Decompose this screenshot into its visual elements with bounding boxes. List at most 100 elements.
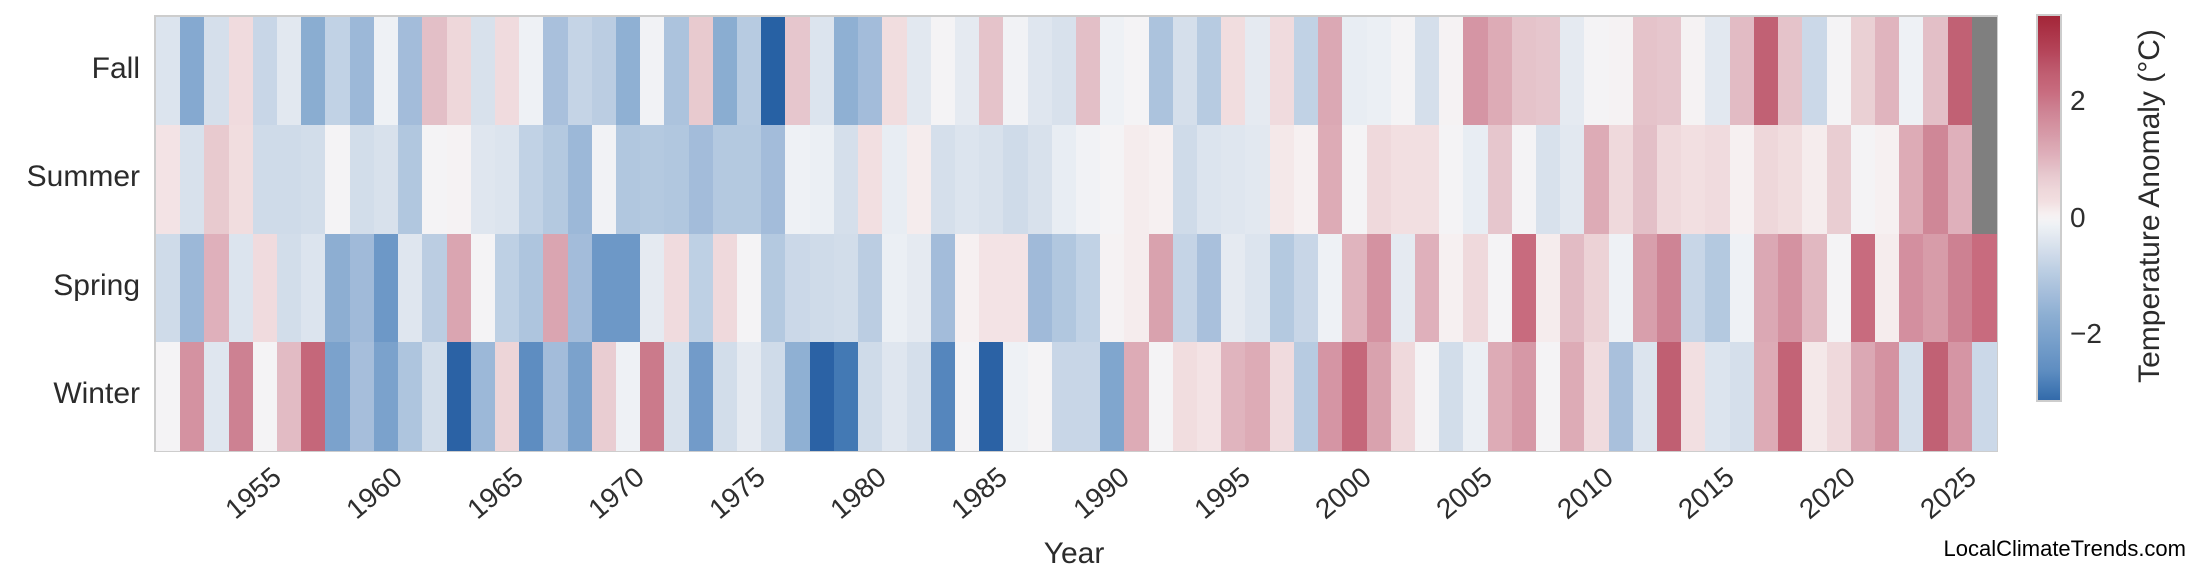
heatmap-cell	[301, 17, 327, 126]
heatmap-cell	[1850, 17, 1876, 126]
heatmap-cell	[567, 233, 593, 343]
heatmap-cell	[1439, 125, 1464, 235]
heatmap-cell	[1390, 17, 1416, 126]
heatmap-cell	[1536, 17, 1561, 126]
heatmap-cell	[373, 341, 399, 451]
heatmap-cell	[204, 125, 230, 235]
heatmap-cell	[1366, 341, 1392, 451]
heatmap-cell	[204, 17, 230, 126]
heatmap-cell	[1802, 233, 1828, 343]
heatmap-cell	[349, 233, 375, 343]
colorbar-gradient	[2036, 14, 2062, 402]
heatmap-cell	[494, 233, 520, 343]
heatmap-cell	[1390, 125, 1416, 235]
heatmap-cell	[1753, 17, 1779, 126]
heatmap-cell	[1947, 341, 1973, 451]
heatmap-cell	[954, 233, 980, 343]
heatmap-cell	[1076, 341, 1101, 451]
heatmap-cell	[1318, 125, 1343, 235]
heatmap-cell	[1487, 17, 1513, 126]
heatmap-cell	[1293, 17, 1319, 126]
heatmap-cell	[1511, 341, 1537, 451]
heatmap-cell	[1778, 125, 1803, 235]
heatmap-cell	[156, 341, 181, 451]
heatmap-cell	[809, 125, 835, 235]
heatmap-cell	[373, 125, 399, 235]
heatmap-cell	[1051, 341, 1077, 451]
heatmap-cell	[858, 341, 883, 451]
heatmap-cell	[1293, 341, 1319, 451]
heatmap-cell	[1826, 125, 1852, 235]
heatmap-cell	[1003, 233, 1029, 343]
heatmap-cell	[228, 233, 254, 343]
heatmap-cell	[325, 233, 351, 343]
heatmap-cell	[156, 125, 181, 235]
heatmap-cell	[1342, 17, 1368, 126]
heatmap-cell	[1342, 125, 1368, 235]
heatmap-cell	[1971, 17, 1997, 126]
heatmap-cell	[1947, 17, 1973, 126]
heatmap-cell	[1148, 341, 1174, 451]
heatmap-cell	[1197, 341, 1222, 451]
heatmap-cell	[1100, 341, 1125, 451]
heatmap-cell	[712, 125, 738, 235]
heatmap-cell	[1850, 233, 1876, 343]
heatmap-cell	[785, 17, 811, 126]
heatmap-cell	[1245, 233, 1271, 343]
heatmap-cell	[1608, 125, 1634, 235]
heatmap-cell	[1584, 125, 1610, 235]
heatmap-cell	[1802, 125, 1828, 235]
heatmap-cell	[640, 341, 665, 451]
heatmap-cell	[640, 17, 665, 126]
heatmap-cell	[1753, 233, 1779, 343]
heatmap-cell	[349, 17, 375, 126]
heatmap-cell	[1657, 341, 1682, 451]
heatmap-cell	[543, 233, 569, 343]
heatmap-cell	[1705, 233, 1731, 343]
heatmap-cell	[1051, 17, 1077, 126]
heatmap-cell	[1463, 341, 1489, 451]
heatmap-cell	[180, 341, 205, 451]
heatmap-cell	[1439, 17, 1464, 126]
heatmap-cell	[398, 125, 423, 235]
heatmap-cell	[954, 125, 980, 235]
heatmap-cell	[906, 233, 932, 343]
heatmap-cell	[1632, 17, 1658, 126]
heatmap-cell	[737, 17, 762, 126]
heatmap-cell	[470, 341, 496, 451]
heatmap-cell	[1148, 233, 1174, 343]
heatmap-cell	[543, 125, 569, 235]
colorbar-tick--2: −2	[2070, 318, 2102, 349]
heatmap-cell	[180, 17, 205, 126]
heatmap-cell	[1124, 125, 1150, 235]
heatmap-cell	[1681, 125, 1707, 235]
heatmap-cell	[1778, 17, 1803, 126]
heatmap-cell	[1318, 17, 1343, 126]
heatmap-cell	[1729, 233, 1755, 343]
heatmap-cell	[664, 125, 690, 235]
heatmap-cell	[616, 341, 641, 451]
heatmap-cell	[1076, 17, 1101, 126]
heatmap-cell	[228, 341, 254, 451]
heatmap-cell	[1051, 125, 1077, 235]
heatmap-cell	[446, 125, 472, 235]
heatmap-cell	[277, 233, 302, 343]
heatmap-cell	[277, 125, 302, 235]
heatmap-cell	[1487, 233, 1513, 343]
heatmap-cell	[1366, 125, 1392, 235]
heatmap-cell	[761, 341, 787, 451]
heatmap-cell	[446, 341, 472, 451]
heatmap-cell	[1923, 125, 1949, 235]
heatmap-cell	[761, 233, 787, 343]
heatmap-cell	[1439, 341, 1464, 451]
heatmap-cell	[1148, 17, 1174, 126]
heatmap-cell	[252, 341, 278, 451]
heatmap-cell	[1850, 125, 1876, 235]
heatmap-cell	[1027, 17, 1053, 126]
heatmap-cell	[422, 233, 448, 343]
heatmap-cell	[1414, 233, 1440, 343]
heatmap-cell	[1560, 233, 1585, 343]
heatmap-cell	[1027, 341, 1053, 451]
heatmap-cell	[228, 17, 254, 126]
